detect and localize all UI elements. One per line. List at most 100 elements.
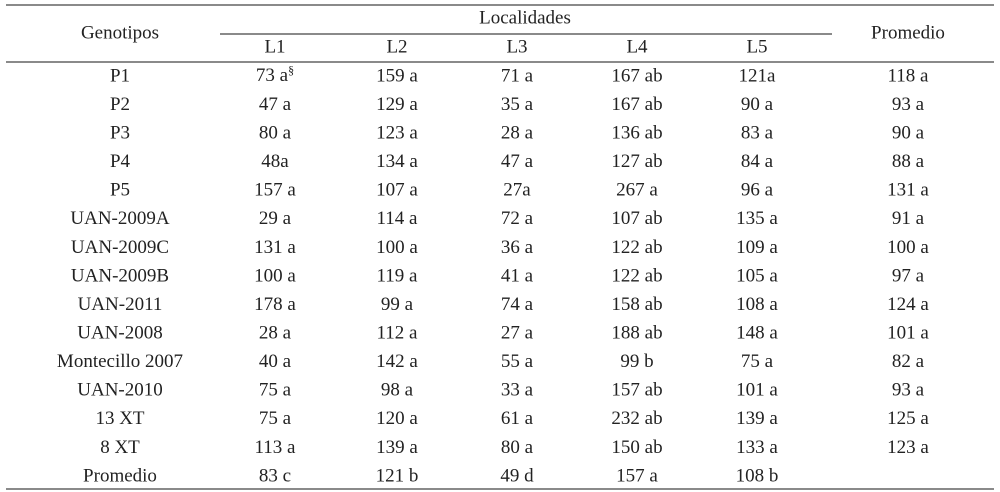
- row-label: UAN-2009C: [71, 237, 169, 258]
- cell: 157 ab: [611, 380, 662, 401]
- cell: 121a: [739, 65, 777, 86]
- column-header: L2: [386, 36, 407, 57]
- row-label: UAN-2009B: [71, 265, 169, 286]
- cell: 27 a: [501, 322, 534, 343]
- row-label: Promedio: [83, 465, 157, 486]
- cell: 159 a: [376, 65, 418, 86]
- cell: 91 a: [892, 208, 925, 229]
- row-label: P4: [110, 151, 131, 172]
- row-label: P3: [110, 122, 130, 143]
- cell: 97 a: [892, 265, 925, 286]
- footnote-mark: §: [288, 63, 294, 77]
- cell: 129 a: [376, 94, 418, 115]
- cell: 125 a: [887, 408, 929, 429]
- cell: 122 ab: [611, 237, 662, 258]
- cell: 124 a: [887, 294, 929, 315]
- cell: 48a: [261, 151, 289, 172]
- cell: 71 a: [501, 65, 534, 86]
- row-label: P1: [110, 65, 130, 86]
- cell: 28 a: [501, 122, 534, 143]
- cell: 109 a: [736, 237, 778, 258]
- cell: 232 ab: [611, 408, 662, 429]
- cell: 27a: [503, 180, 531, 201]
- cell: 122 ab: [611, 265, 662, 286]
- cell: 150 ab: [611, 437, 662, 458]
- column-header: L3: [506, 36, 527, 57]
- cell: 136 ab: [611, 122, 662, 143]
- cell: 112 a: [377, 322, 419, 343]
- column-header: L4: [626, 36, 648, 57]
- row-label: Montecillo 2007: [57, 351, 183, 372]
- cell: 101 a: [887, 322, 929, 343]
- cell: 167 ab: [611, 65, 662, 86]
- cell: 90 a: [741, 94, 774, 115]
- cell: 178 a: [254, 294, 296, 315]
- cell: 83 a: [741, 122, 774, 143]
- cell: 127 ab: [611, 151, 662, 172]
- cell: 108 a: [736, 294, 778, 315]
- cell: 75 a: [259, 380, 292, 401]
- cell: 47 a: [501, 151, 534, 172]
- cell: 188 ab: [611, 322, 662, 343]
- cell: 28 a: [259, 322, 292, 343]
- cell: 157 a: [616, 465, 658, 486]
- cell: 108 b: [736, 465, 779, 486]
- cell: 139 a: [736, 408, 778, 429]
- cell: 135 a: [736, 208, 778, 229]
- row-label: UAN-2011: [78, 294, 163, 315]
- cell: 121 b: [376, 465, 419, 486]
- cell: 80 a: [259, 122, 292, 143]
- cell: 120 a: [376, 408, 418, 429]
- cell: 35 a: [501, 94, 534, 115]
- cell: 139 a: [376, 437, 418, 458]
- cell: 158 ab: [611, 294, 662, 315]
- cell: 33 a: [501, 380, 534, 401]
- cell: 29 a: [259, 208, 292, 229]
- cell: 113 a: [255, 437, 297, 458]
- cell: 148 a: [736, 322, 778, 343]
- cell: 47 a: [259, 94, 292, 115]
- cell: 72 a: [501, 208, 534, 229]
- cell: 267 a: [616, 180, 658, 201]
- header-cell: Genotipos: [81, 22, 159, 43]
- cell: 157 a: [254, 180, 296, 201]
- cell: 82 a: [892, 351, 925, 372]
- cell: 131 a: [887, 180, 929, 201]
- cell: 107 ab: [611, 208, 662, 229]
- cell: 123 a: [376, 122, 418, 143]
- cell: 88 a: [892, 151, 925, 172]
- cell: 119 a: [377, 265, 419, 286]
- cell: 105 a: [736, 265, 778, 286]
- cell: 123 a: [887, 437, 929, 458]
- cell: 36 a: [501, 237, 534, 258]
- cell: 84 a: [741, 151, 774, 172]
- row-label: P2: [110, 94, 130, 115]
- cell: 99 b: [620, 351, 653, 372]
- cell: 61 a: [501, 408, 534, 429]
- cell: 98 a: [381, 380, 414, 401]
- cell: 49 d: [500, 465, 534, 486]
- cell: 99 a: [381, 294, 414, 315]
- row-label: 8 XT: [100, 437, 140, 458]
- cell: 40 a: [259, 351, 292, 372]
- cell: 74 a: [501, 294, 534, 315]
- header-cell: Promedio: [871, 22, 945, 43]
- cell-text: 73 a: [256, 65, 289, 86]
- cell: 134 a: [376, 151, 418, 172]
- cell: 93 a: [892, 94, 925, 115]
- cell: 142 a: [376, 351, 418, 372]
- cell: 167 ab: [611, 94, 662, 115]
- cell: 75 a: [741, 351, 774, 372]
- group-header: Localidades: [479, 7, 571, 28]
- cell: 133 a: [736, 437, 778, 458]
- cell: 131 a: [254, 237, 296, 258]
- cell: 100 a: [887, 237, 929, 258]
- cell: 93 a: [892, 380, 925, 401]
- cell: 96 a: [741, 180, 774, 201]
- row-label: P5: [110, 180, 130, 201]
- cell: 83 c: [259, 465, 291, 486]
- cell: 118 a: [888, 65, 930, 86]
- row-label: UAN-2009A: [70, 208, 169, 229]
- cell: 101 a: [736, 380, 778, 401]
